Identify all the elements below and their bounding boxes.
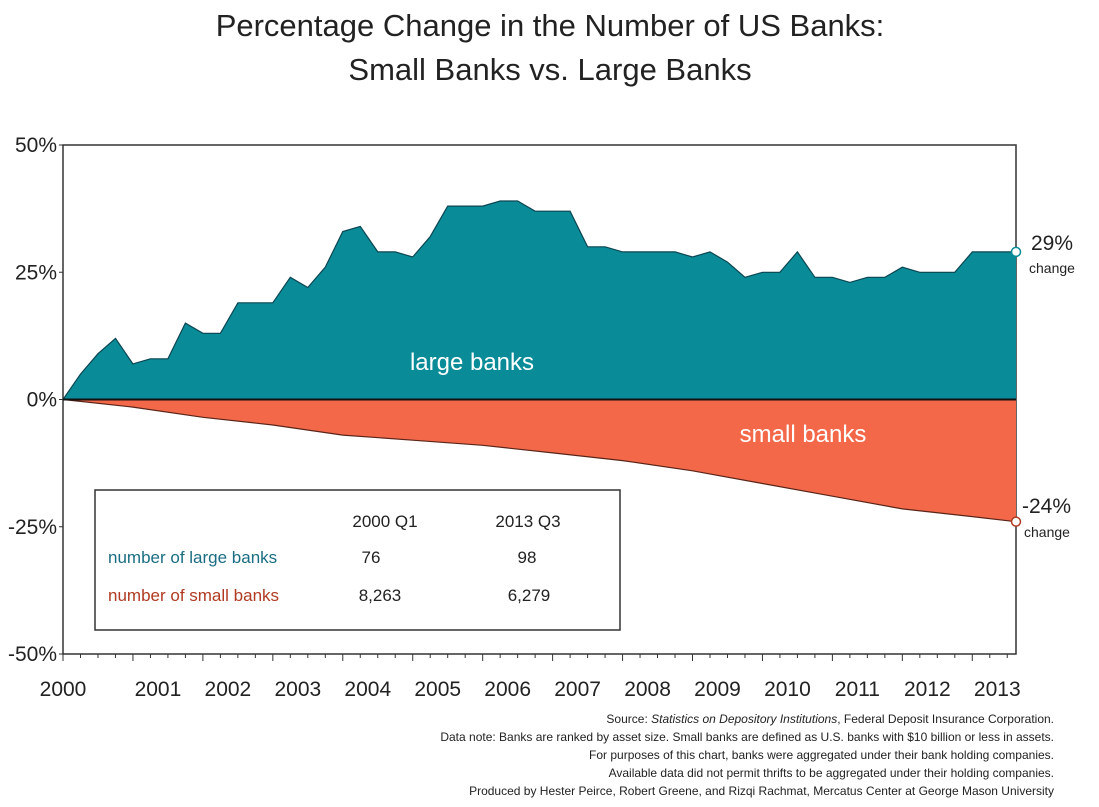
- footnote-source-title: Statistics on Depository Institutions: [651, 712, 837, 726]
- y-tick-label: -25%: [8, 516, 57, 539]
- large-banks-end-value: 29%: [1031, 232, 1073, 255]
- y-tick-label: 25%: [15, 261, 57, 284]
- x-tick-label: 2004: [344, 678, 391, 701]
- small-banks-area: [63, 399, 1016, 522]
- footnote-source-suffix: , Federal Deposit Insurance Corporation.: [837, 712, 1054, 726]
- x-tick-label: 2012: [904, 678, 951, 701]
- x-tick-label: 2005: [414, 678, 461, 701]
- x-tick-label: 2010: [764, 678, 811, 701]
- table-col-header-start: 2000 Q1: [352, 512, 417, 531]
- x-tick-label: 2003: [274, 678, 321, 701]
- x-tick-label: 2000: [40, 678, 87, 701]
- small-banks-end-sublabel: change: [1024, 524, 1070, 540]
- small-banks-end-marker: [1010, 516, 1022, 527]
- x-axis: 2000 2001 2002 2003 2004 2005 2006 2007 2008 2009…: [40, 654, 1021, 701]
- x-tick-label: 2008: [624, 678, 671, 701]
- x-tick-label: 2007: [554, 678, 601, 701]
- y-tick-label: 50%: [15, 134, 57, 157]
- data-table-box: [94, 489, 621, 631]
- footnote-source-prefix: Source:: [606, 712, 651, 726]
- large-banks-line: [62, 200, 1016, 400]
- small-banks-line: [62, 398, 1017, 523]
- table-row-label-small: number of small banks: [108, 586, 279, 605]
- footnote-source: Source: Statistics on Depository Institu…: [606, 712, 1054, 726]
- x-tick-label: 2002: [205, 678, 252, 701]
- table-cell-large-end: 98: [518, 548, 537, 567]
- x-tick-label: 2011: [835, 678, 880, 701]
- table-col-header-end: 2013 Q3: [495, 512, 560, 531]
- y-tick-label: -50%: [8, 643, 57, 666]
- footnote-aggregation: For purposes of this chart, banks were a…: [589, 748, 1054, 762]
- table-cell-small-start: 8,263: [359, 586, 402, 605]
- small-banks-end-value: -24%: [1022, 495, 1071, 518]
- x-tick-label: 2006: [484, 678, 531, 701]
- y-tick-label: 0%: [27, 389, 57, 412]
- large-banks-end-marker: [1010, 246, 1022, 258]
- large-banks-end-sublabel: change: [1029, 260, 1075, 276]
- x-tick-label: 2013: [974, 678, 1021, 701]
- footnote-data-note: Data note: Banks are ranked by asset siz…: [440, 730, 1054, 744]
- footnote-thrifts: Available data did not permit thrifts to…: [609, 766, 1054, 780]
- large-banks-area: [63, 201, 1016, 400]
- chart-title-line-2: Small Banks vs. Large Banks: [348, 52, 751, 87]
- table-cell-large-start: 76: [362, 548, 381, 567]
- table-cell-small-end: 6,279: [508, 586, 551, 605]
- x-tick-label: 2009: [694, 678, 741, 701]
- large-banks-area-label: large banks: [410, 349, 534, 376]
- footnote-credits: Produced by Hester Peirce, Robert Greene…: [469, 784, 1054, 798]
- y-axis: 50% 25% 0% -25% -50%: [8, 134, 63, 666]
- data-table: 2000 Q1 2013 Q3 number of large banks 76…: [94, 489, 621, 631]
- small-banks-area-label: small banks: [740, 421, 867, 448]
- chart-title-line-1: Percentage Change in the Number of US Ba…: [216, 8, 885, 43]
- table-row-label-large: number of large banks: [108, 548, 277, 567]
- x-tick-label: 2001: [135, 678, 182, 701]
